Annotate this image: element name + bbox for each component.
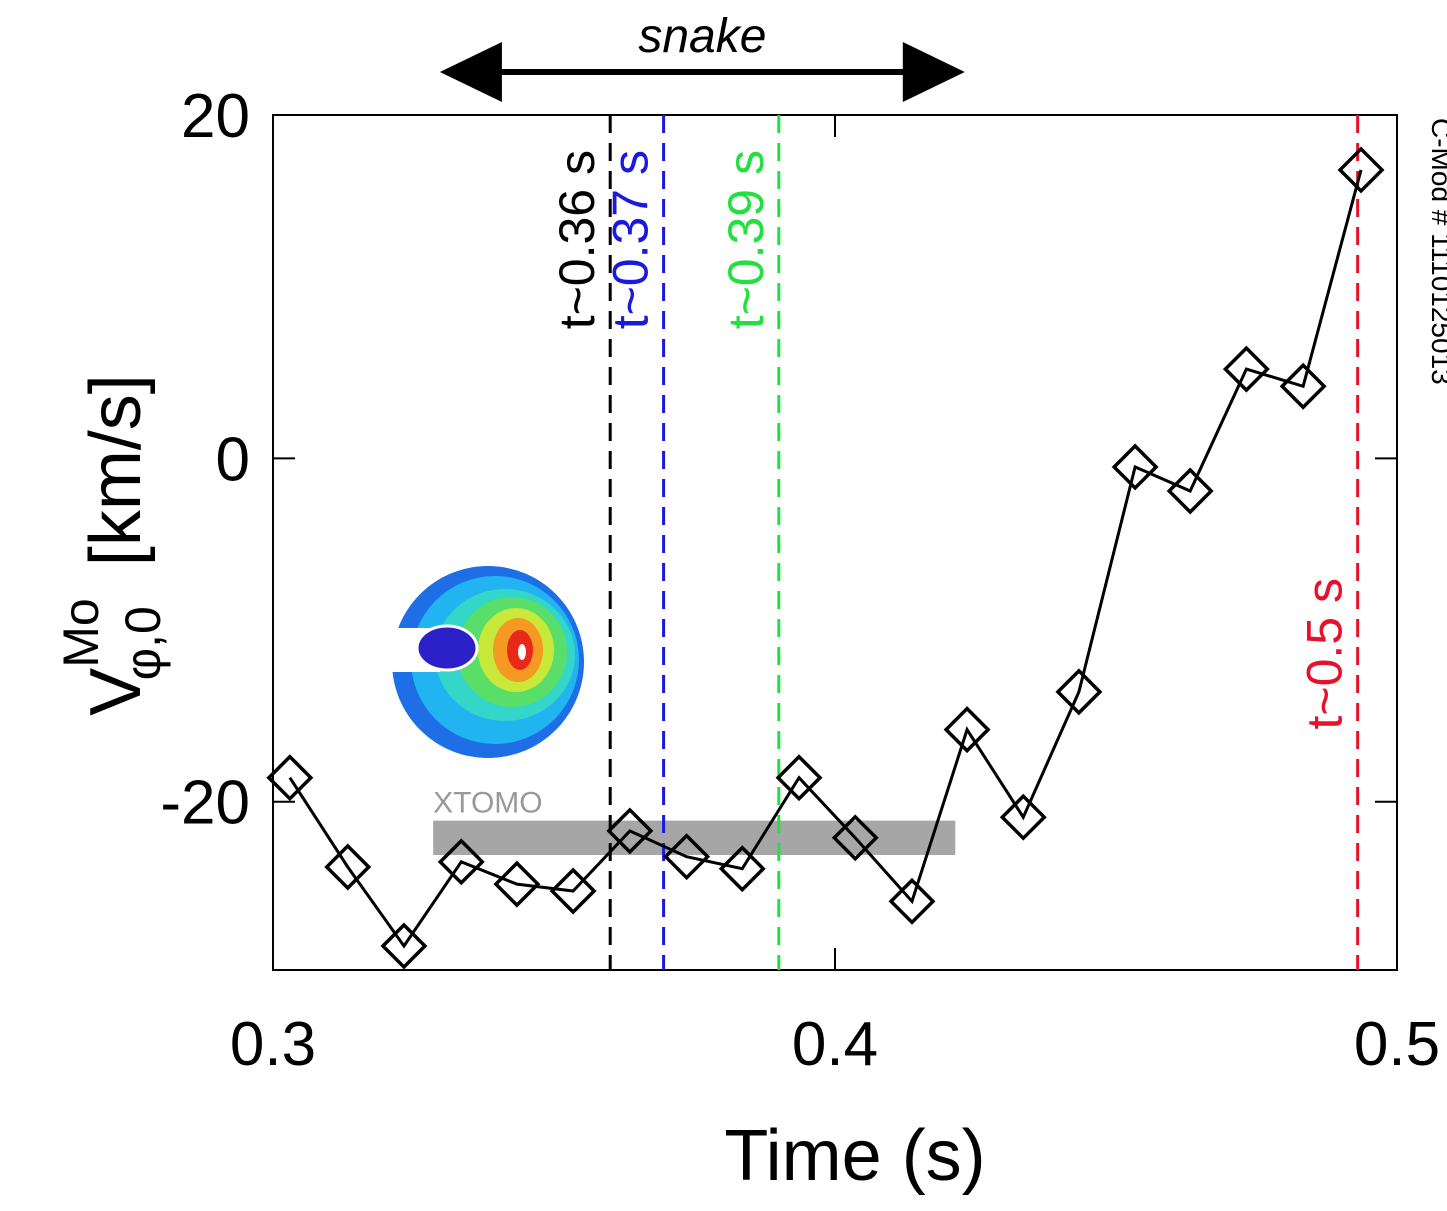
y-label-sup: Mo <box>53 598 109 667</box>
xtomo-band <box>433 820 956 855</box>
series-line <box>288 169 1363 949</box>
data-point <box>1279 362 1327 410</box>
data-point <box>1166 467 1214 515</box>
x-axis-label: Time (s) <box>724 1116 985 1196</box>
tomography-inset <box>392 566 584 758</box>
time-marker-label: t~0.36 s <box>549 150 605 329</box>
time-marker-label: t~0.5 s <box>1297 578 1353 730</box>
xtomo-label: XTOMO <box>433 787 542 820</box>
data-point <box>1337 146 1385 194</box>
data-point <box>266 754 314 802</box>
y-tick-label: -20 <box>160 769 250 838</box>
data-point <box>999 793 1047 841</box>
snake-label: snake <box>638 10 766 63</box>
y-label-main: V <box>76 668 156 716</box>
inset-shape <box>518 644 526 660</box>
data-point <box>718 845 766 893</box>
data-point <box>1111 443 1159 491</box>
y-tick-label: 20 <box>181 82 250 151</box>
data-point <box>493 860 541 908</box>
y-axis-label: VMo φ,0 [km/s] <box>53 374 171 716</box>
data-point <box>775 754 823 802</box>
arrow-head <box>902 42 965 102</box>
data-point <box>549 867 597 915</box>
data-point <box>1222 345 1270 393</box>
data-point <box>380 922 428 970</box>
data-point <box>888 877 936 925</box>
x-tick-label: 0.5 <box>1354 1010 1440 1079</box>
y-label-units: [km/s] <box>76 374 156 566</box>
x-tick-label: 0.4 <box>792 1010 878 1079</box>
time-marker-label: t~0.37 s <box>603 150 659 329</box>
time-marker-label: t~0.39 s <box>718 150 774 329</box>
arrow-head <box>439 42 502 102</box>
side-label: C-Mod # 1110125013 <box>1426 118 1447 385</box>
data-point <box>437 838 485 886</box>
x-tick-label: 0.3 <box>230 1010 316 1079</box>
data-point <box>324 843 372 891</box>
data-point <box>831 814 879 862</box>
data-point <box>1055 668 1103 716</box>
data-point <box>663 833 711 881</box>
data-point <box>943 706 991 754</box>
y-label-sub: φ,0 <box>115 606 171 680</box>
inset-core <box>415 624 479 672</box>
y-tick-label: 0 <box>216 425 250 494</box>
data-point <box>606 807 654 855</box>
